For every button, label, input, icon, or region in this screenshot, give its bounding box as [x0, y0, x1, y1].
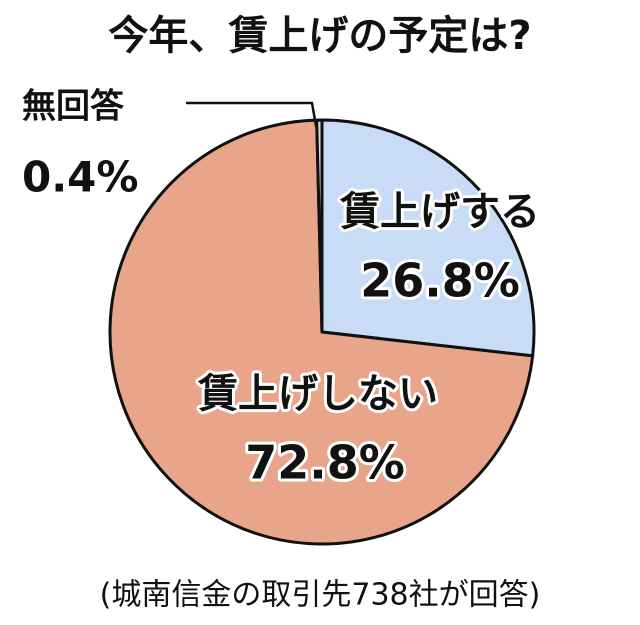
source-note: (城南信金の取引先738社が回答) — [100, 578, 541, 613]
chart-title: 今年、賃上げの予定は? — [108, 13, 531, 59]
slice-label: 賃上げしない — [197, 371, 438, 417]
value-label: 0.4% — [22, 153, 138, 202]
pie-slice — [320, 118, 536, 358]
value-label: 72.8% — [245, 436, 405, 490]
slice-label: 賃上げする — [339, 189, 540, 235]
pie — [108, 118, 536, 546]
value-label: 26.8% — [360, 254, 520, 308]
slice-label: 無回答 — [22, 87, 125, 127]
labels: 賃上げする 26.8% 賃上げしない 72.8% 無回答 0.4% — [19, 84, 543, 493]
pie-slice — [315, 118, 324, 334]
leader-line — [186, 101, 318, 127]
